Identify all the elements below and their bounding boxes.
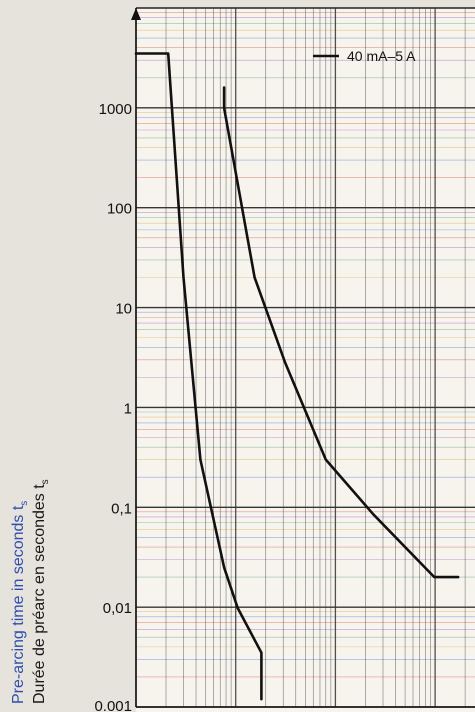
legend: 40 mA–5 A <box>313 48 416 64</box>
y-axis-tick-labels: 1000 100 10 1 0,1 0,01 0.001 <box>94 101 132 712</box>
y-tick-label: 0,01 <box>103 600 132 617</box>
series-line-1 <box>134 52 263 701</box>
series-line-2 <box>222 86 460 579</box>
y-tick-label: 1 <box>124 400 132 417</box>
y-tick-label: 10 <box>115 301 132 318</box>
y-axis-arrow <box>131 8 141 20</box>
y-tick-label: 0,1 <box>111 500 132 517</box>
y-tick-label: 0.001 <box>94 698 132 712</box>
y-axis-label-english: Pre-arcing time in seconds ts <box>10 500 31 704</box>
gridlines <box>131 7 475 708</box>
y-tick-label: 100 <box>107 201 132 218</box>
legend-label: 40 mA–5 A <box>347 48 416 64</box>
y-tick-label: 1000 <box>99 101 132 118</box>
y-axis-label-french: Durée de préarc en secondes ts <box>31 479 52 704</box>
curves <box>134 52 460 701</box>
